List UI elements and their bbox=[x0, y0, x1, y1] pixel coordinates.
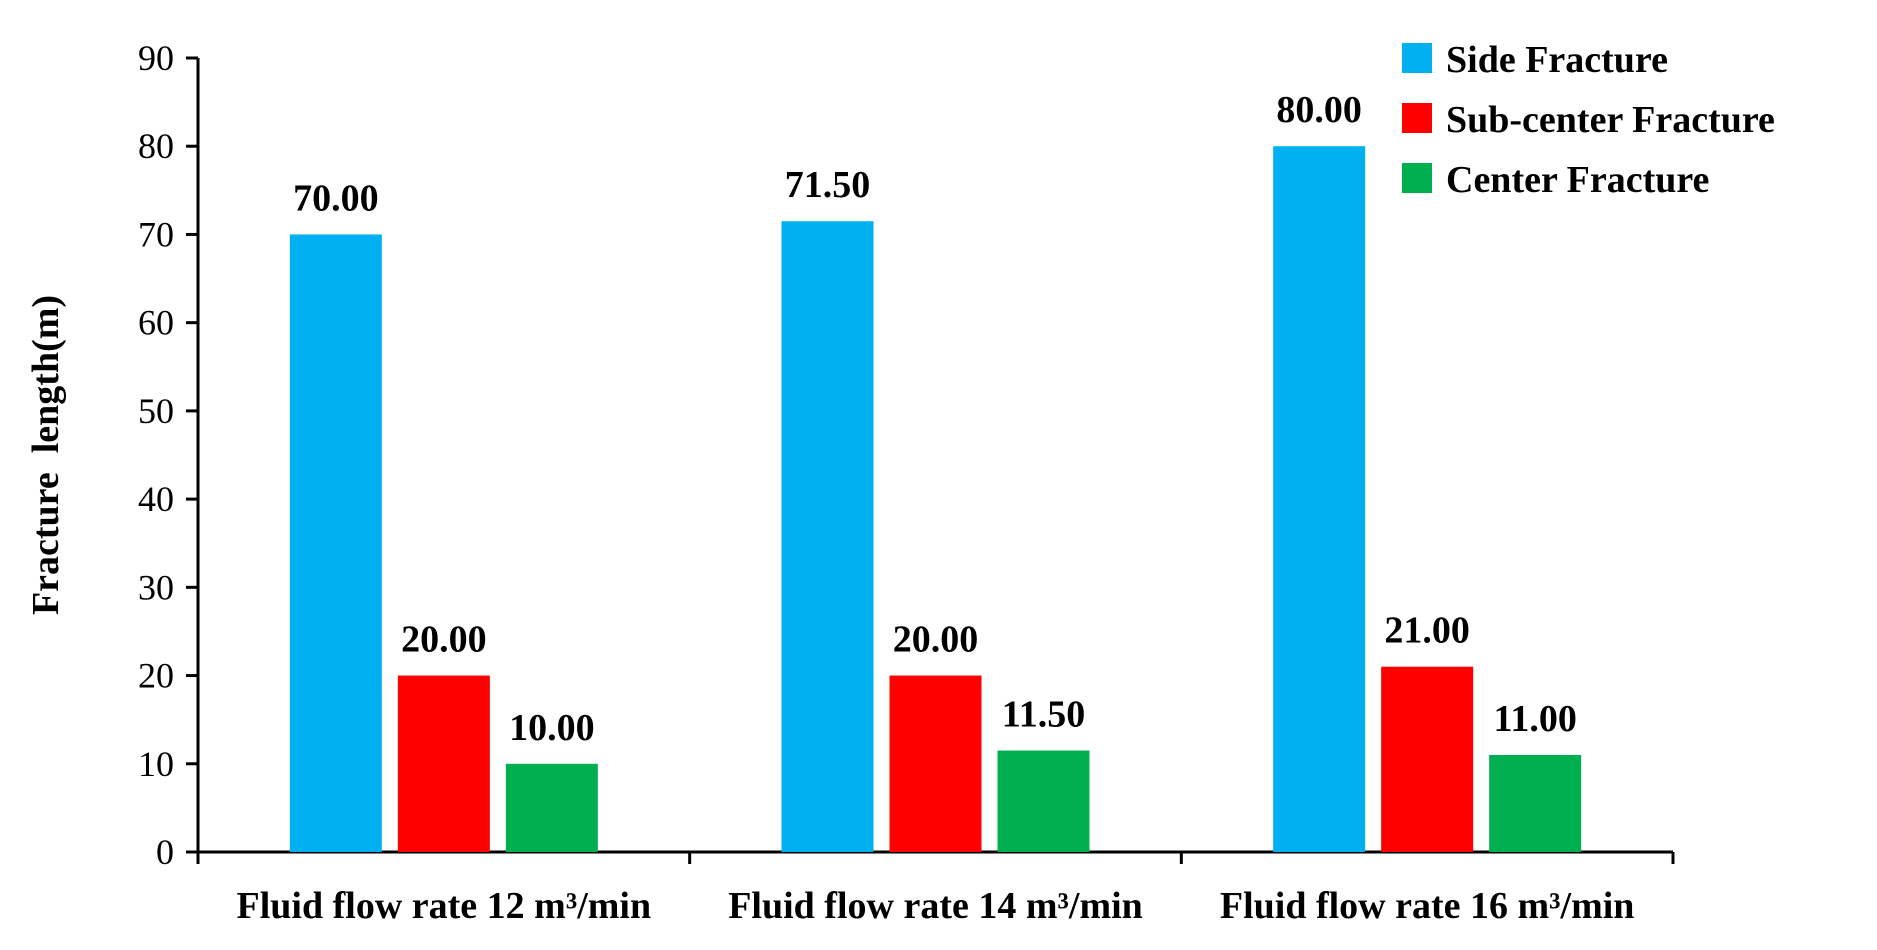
bars bbox=[289, 146, 1582, 852]
legend-label: Side Fracture bbox=[1446, 39, 1668, 81]
y-tick-label: 90 bbox=[138, 38, 174, 78]
data-label: 20.00 bbox=[893, 619, 979, 661]
data-label: 11.50 bbox=[1002, 694, 1085, 736]
x-axis: Fluid flow rate 12 m³/min Fluid flow rate… bbox=[196, 850, 1675, 927]
bar bbox=[397, 675, 490, 852]
y-tick-label: 0 bbox=[156, 832, 174, 872]
data-label: 10.00 bbox=[509, 707, 595, 749]
bar bbox=[1273, 146, 1366, 852]
data-label: 21.00 bbox=[1384, 610, 1470, 652]
y-tick-label: 60 bbox=[138, 303, 174, 343]
data-label: 71.50 bbox=[785, 164, 871, 206]
legend-swatch bbox=[1402, 43, 1432, 73]
data-label: 11.00 bbox=[1493, 698, 1576, 740]
legend-label: Sub-center Fracture bbox=[1446, 99, 1775, 141]
bar bbox=[889, 675, 982, 852]
bar bbox=[1489, 754, 1582, 852]
bar bbox=[289, 234, 382, 852]
y-tick-label: 50 bbox=[138, 391, 174, 431]
legend-swatch bbox=[1402, 163, 1432, 193]
bar bbox=[505, 763, 598, 852]
y-axis-title: Fracture length(m) bbox=[25, 295, 67, 615]
legend: Side Fracture Sub-center Fracture Center F… bbox=[1402, 39, 1775, 201]
y-tick-label: 10 bbox=[138, 744, 174, 784]
y-tick-label: 40 bbox=[138, 479, 174, 519]
legend-swatch bbox=[1402, 103, 1432, 133]
data-label: 70.00 bbox=[293, 177, 379, 219]
bar bbox=[997, 750, 1090, 852]
data-label: 80.00 bbox=[1276, 89, 1362, 131]
x-category-label: Fluid flow rate 14 m³/min bbox=[728, 885, 1143, 927]
legend-label: Center Fracture bbox=[1446, 159, 1709, 201]
bar bbox=[781, 221, 874, 852]
x-category-label: Fluid flow rate 16 m³/min bbox=[1220, 885, 1635, 927]
y-tick-label: 70 bbox=[138, 214, 174, 254]
y-tick-label: 30 bbox=[138, 567, 174, 607]
bar bbox=[1381, 666, 1474, 852]
data-labels: 70.00 20.00 10.00 71.50 20.00 11.50 80.00 21.00… bbox=[293, 89, 1577, 749]
x-category-label: Fluid flow rate 12 m³/min bbox=[237, 885, 652, 927]
y-axis: 0 10 20 30 40 50 60 70 80 90 bbox=[138, 38, 200, 872]
data-label: 20.00 bbox=[401, 619, 487, 661]
y-tick-label: 80 bbox=[138, 126, 174, 166]
y-tick-label: 20 bbox=[138, 656, 174, 696]
